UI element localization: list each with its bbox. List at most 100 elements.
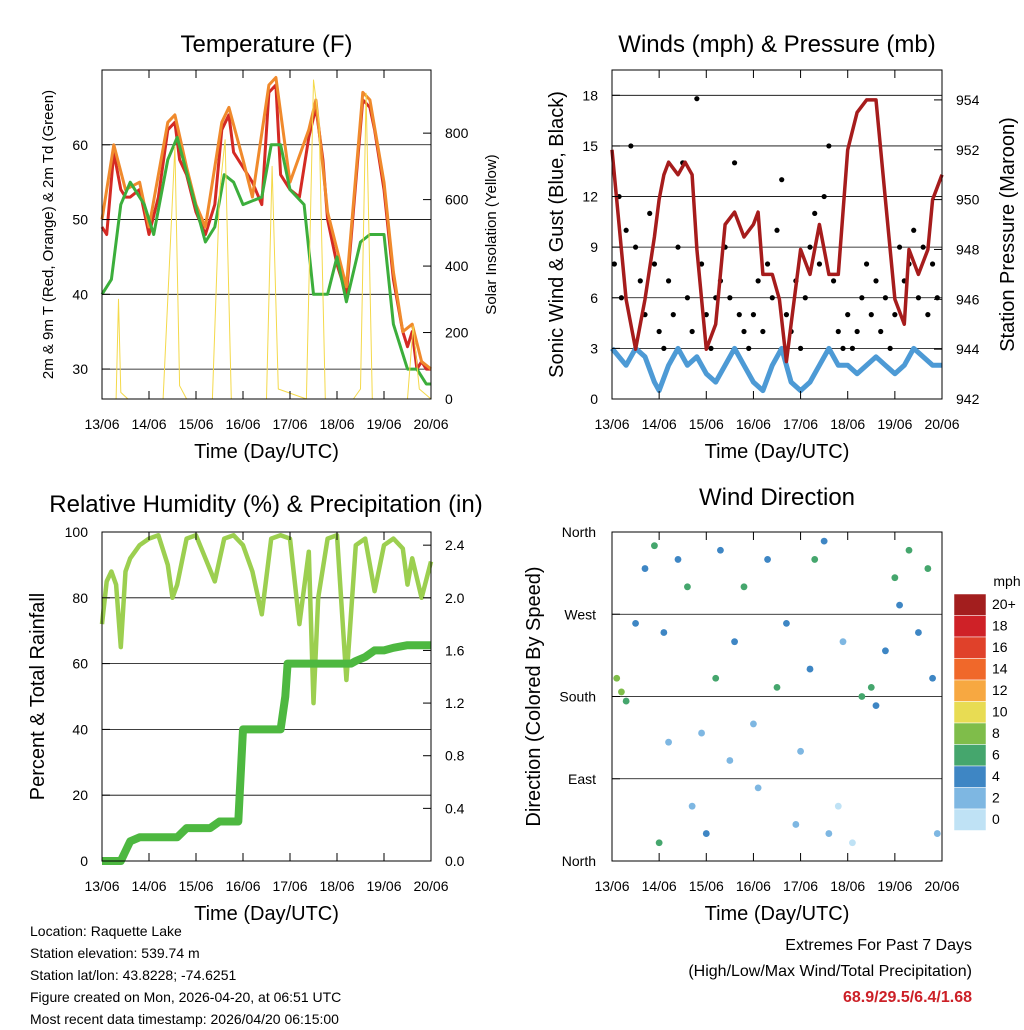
colorbar-swatch (953, 615, 987, 638)
temperature-x-tick-label: 14/06 (131, 416, 166, 432)
temperature-x-tick-label: 16/06 (225, 416, 260, 432)
winds-x-tick-label: 13/06 (594, 416, 629, 432)
winds-y-tick-label: 0 (590, 391, 598, 407)
wind-direction-point (731, 638, 738, 646)
colorbar-title: mph (993, 573, 1020, 589)
winds-title: Winds (mph) & Pressure (mb) (618, 31, 935, 58)
wind-direction-point (905, 546, 913, 554)
colorbar-swatch (953, 808, 987, 831)
winds-x-tick-label: 14/06 (642, 416, 677, 432)
station-elevation: Station elevation: 539.74 m (30, 945, 200, 961)
winds-gust-point (694, 96, 700, 102)
temperature-y2-tick-label: 800 (445, 125, 469, 141)
winds-series-line (610, 345, 942, 394)
winds-gust-point (807, 244, 813, 250)
winds-y2-tick-label: 942 (956, 391, 980, 407)
winds-y-tick-label: 18 (582, 87, 598, 103)
humidity-y-tick-label: 60 (72, 656, 88, 672)
colorbar-label: 16 (992, 639, 1008, 655)
wind-direction-point (726, 757, 734, 764)
temperature-y-tick-label: 50 (72, 212, 88, 228)
winds-gust-point (741, 328, 747, 335)
wind-direction-point (915, 629, 922, 636)
winds-gust-point (892, 312, 898, 318)
winds-y2-tick-label: 954 (956, 92, 980, 108)
wind-direction-point (924, 565, 932, 572)
winds-gust-point (816, 261, 823, 267)
humidity-y-tick-label: 40 (72, 721, 88, 737)
winds-gust-point (868, 312, 874, 318)
humidity-y2-tick-label: 0.4 (445, 800, 465, 816)
wind-direction-point (858, 693, 866, 700)
wind-direction-point (754, 784, 762, 792)
winds-gust-point (774, 227, 780, 233)
wind-direction-point (834, 802, 842, 810)
wind-direction-point (618, 688, 625, 696)
temperature-y2-tick-label: 400 (445, 258, 469, 274)
station-info: Location: Raquette Lake Station elevatio… (30, 920, 341, 1030)
humidity-x-tick-label: 19/06 (366, 878, 401, 894)
humidity-x-tick-label: 20/06 (413, 878, 448, 894)
wind_direction-y-tick-label: North (562, 853, 596, 869)
winds-y2-tick-label: 950 (956, 192, 980, 208)
winds-gust-point (826, 143, 832, 149)
winds-gust-point (812, 210, 818, 217)
wind-direction-point (783, 619, 790, 627)
colorbar-swatch (953, 744, 987, 767)
winds-gust-point (854, 328, 860, 335)
winds-gust-point (647, 210, 653, 217)
humidity-y-axis-label: Percent & Total Rainfall (27, 593, 49, 801)
colorbar-label: 0 (992, 811, 1000, 827)
wind-direction-point (764, 556, 771, 563)
winds-gust-point (915, 295, 922, 301)
wind-direction-point (655, 839, 663, 847)
winds-x-axis-label: Time (Day/UTC) (705, 441, 850, 463)
station-location: Location: Raquette Lake (30, 923, 182, 939)
wind_direction-x-tick-label: 18/06 (830, 878, 865, 894)
wind_direction-x-tick-label: 13/06 (594, 878, 629, 894)
wind_direction-x-tick-label: 20/06 (924, 878, 959, 894)
wind-direction-point (929, 674, 936, 682)
temperature-title: Temperature (F) (180, 31, 352, 58)
wind-direction-point (933, 830, 941, 837)
wind_direction-y-tick-label: West (564, 606, 596, 622)
winds-gust-point (656, 328, 662, 335)
colorbar-label: 10 (992, 704, 1008, 720)
extremes-values: 68.9/29.5/6.4/1.68 (843, 989, 972, 1006)
wind-direction-point (820, 537, 828, 545)
winds-gust-point (835, 328, 841, 335)
winds-gust-point (637, 278, 643, 284)
colorbar-swatch (953, 636, 987, 659)
winds-gust-point (911, 227, 917, 233)
temperature-y2-tick-label: 600 (445, 192, 469, 208)
wind-direction-point (660, 629, 668, 636)
temperature-series-line (100, 135, 431, 386)
humidity-y-tick-label: 20 (72, 787, 88, 803)
colorbar-label: 8 (992, 725, 1000, 741)
colorbar-swatch (953, 701, 987, 724)
wind-direction-point (674, 556, 682, 563)
humidity-frame (101, 531, 432, 862)
winds-y-tick-label: 3 (590, 340, 598, 356)
colorbar-swatch (953, 593, 987, 616)
winds-gust-point (797, 345, 804, 351)
winds-x-tick-label: 17/06 (783, 416, 818, 432)
wind_direction-x-tick-label: 15/06 (689, 878, 724, 894)
wind_direction-y-axis-label: Direction (Colored By Speed) (523, 566, 545, 826)
wind-direction-point (773, 683, 781, 691)
winds-y-tick-label: 6 (590, 290, 598, 306)
wind-direction-point (891, 574, 899, 582)
humidity-y-tick-label: 0 (80, 853, 88, 869)
wind-direction-point (665, 738, 672, 746)
temperature-series-line (100, 76, 432, 371)
winds-x-tick-label: 18/06 (830, 416, 865, 432)
station-latlon: Station lat/lon: 43.8228; -74.6251 (30, 967, 237, 983)
wind-direction-point (750, 720, 757, 728)
winds-gust-point (755, 278, 761, 284)
temperature-y2-axis-label: Solar Insolation (Yellow) (483, 154, 500, 314)
wind_direction-x-tick-label: 17/06 (783, 878, 818, 894)
wind-direction-point (740, 583, 748, 591)
winds-gust-point (863, 261, 870, 267)
humidity-y2-tick-label: 1.6 (445, 642, 465, 658)
wind-direction-point (839, 638, 847, 646)
